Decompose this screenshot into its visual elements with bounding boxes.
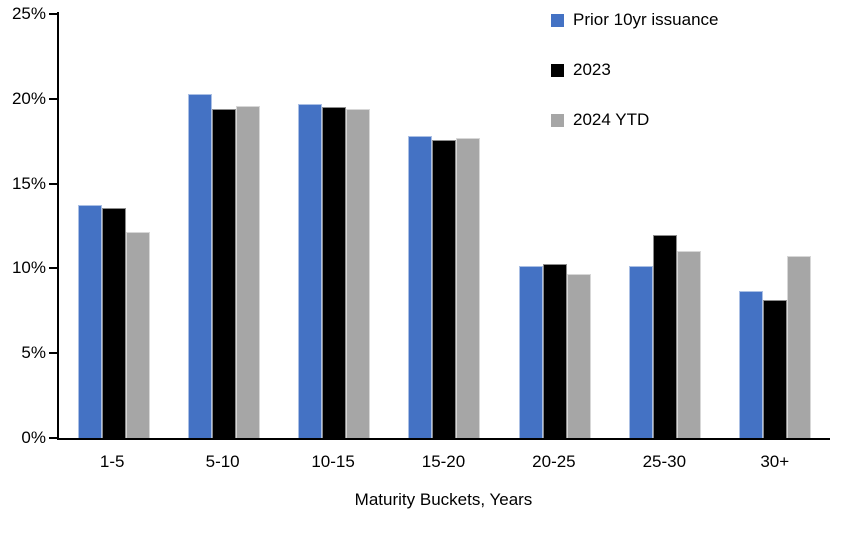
x-axis-tick-label: 25-30 xyxy=(642,452,687,471)
bar xyxy=(786,255,811,438)
bar xyxy=(408,136,433,438)
legend-item: Prior 10yr issuance xyxy=(551,8,719,32)
x-axis-tick-label: 15-20 xyxy=(421,452,466,471)
bar-group-15-20 xyxy=(389,12,499,438)
bar xyxy=(542,264,567,438)
bar xyxy=(212,109,237,438)
x-axis-tick-label: 1-5 xyxy=(99,452,125,471)
y-axis-tick-label: 0% xyxy=(21,428,46,447)
x-axis-tick-label: 5-10 xyxy=(205,452,240,471)
bar xyxy=(298,104,323,438)
bar xyxy=(566,274,591,438)
x-axis-tick-label: 10-15 xyxy=(311,452,355,471)
legend-label: Prior 10yr issuance xyxy=(573,10,719,29)
y-axis-tick-label: 15% xyxy=(11,173,46,193)
bar-group-30+ xyxy=(720,12,830,438)
bar xyxy=(102,207,127,438)
bar-groups xyxy=(59,12,830,438)
bar xyxy=(126,231,151,438)
bar xyxy=(652,235,677,438)
bar xyxy=(762,299,787,438)
bar xyxy=(432,139,457,438)
y-axis-tick-label: 25% xyxy=(11,4,46,23)
bar-group-10-15 xyxy=(279,12,389,438)
x-axis: 1-5 5-10 10-15 15-20 20-25 25-30 30+ xyxy=(57,452,830,472)
bar xyxy=(322,107,347,438)
y-axis-tick-label: 20% xyxy=(11,88,46,108)
bar xyxy=(676,250,701,438)
x-axis-title: Maturity Buckets, Years xyxy=(354,490,533,509)
bar xyxy=(738,291,763,438)
legend-swatch-icon xyxy=(551,113,564,127)
y-axis-tick xyxy=(49,437,57,439)
y-axis-tick xyxy=(49,352,57,355)
legend-swatch-icon xyxy=(551,13,564,27)
y-axis-tick-label: 10% xyxy=(11,258,46,278)
legend-label: 2024 YTD xyxy=(573,110,650,129)
bar-group-1-5 xyxy=(59,12,169,438)
bar xyxy=(346,109,371,438)
y-axis-tick xyxy=(49,13,57,15)
legend-item: 2024 YTD xyxy=(551,108,719,132)
bar xyxy=(628,265,653,438)
bar xyxy=(78,204,103,438)
y-axis-tick xyxy=(49,182,57,185)
legend-label: 2023 xyxy=(573,60,611,79)
legend-swatch-icon xyxy=(551,63,564,77)
y-axis-tick xyxy=(49,267,57,270)
y-axis-tick xyxy=(49,97,57,100)
legend-item: 2023 xyxy=(551,58,719,82)
bar xyxy=(236,105,261,438)
plot-area xyxy=(57,12,830,440)
x-axis-tick-label: 20-25 xyxy=(532,452,576,471)
bar-group-5-10 xyxy=(169,12,279,438)
y-axis-tick-label: 5% xyxy=(21,343,46,363)
bar xyxy=(456,138,481,438)
bar xyxy=(188,93,213,438)
bar-group-20-25 xyxy=(500,12,610,438)
legend: Prior 10yr issuance 2023 2024 YTD xyxy=(551,8,719,132)
x-axis-tick-label: 30+ xyxy=(760,452,790,471)
y-axis: 0% 5% 10% 15% 20% 25% xyxy=(0,4,46,447)
bar-group-25-30 xyxy=(610,12,720,438)
y-axis-ticks xyxy=(49,13,57,439)
bar xyxy=(518,265,543,438)
